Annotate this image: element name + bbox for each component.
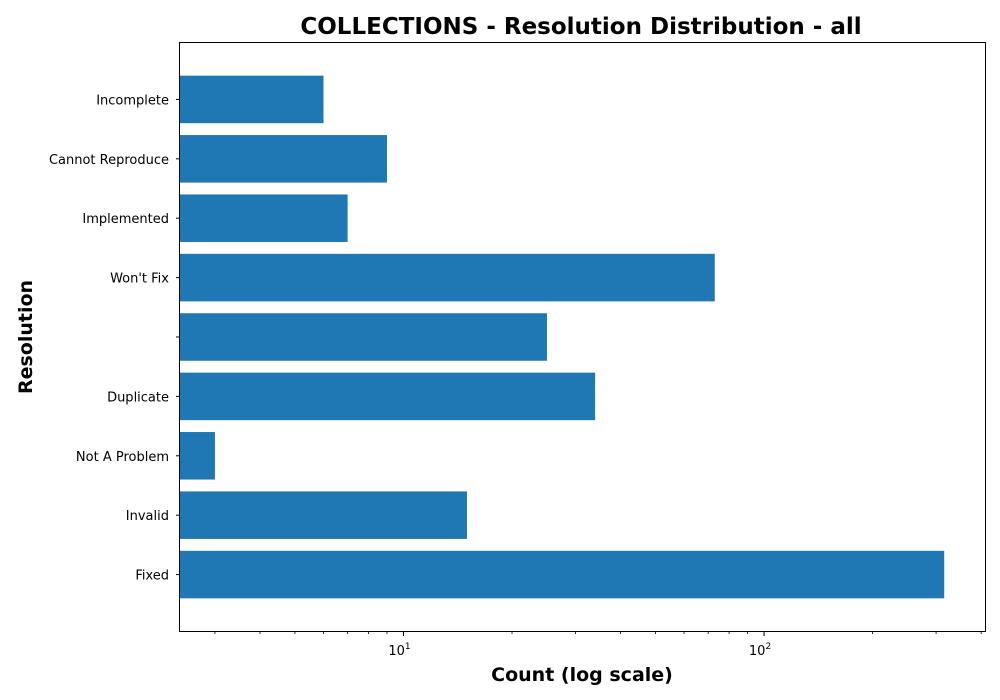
- bars-group: [180, 75, 945, 599]
- x-tick-label: 102: [749, 642, 771, 659]
- y-ticks-group: Fixed Invalid Not A Problem Duplicate Won't …: [49, 93, 180, 584]
- x-axis-label: Count (log scale): [491, 664, 673, 686]
- x-tick-label: 101: [388, 642, 410, 659]
- bar-duplicate: [180, 372, 596, 421]
- bar-invalid: [180, 491, 467, 539]
- y-tick-label: Invalid: [126, 509, 169, 524]
- bar-blank: [180, 313, 547, 361]
- y-tick-label: Cannot Reproduce: [49, 153, 169, 168]
- x-ticks-group: 101 102: [214, 631, 982, 659]
- y-tick-label: Won't Fix: [110, 272, 169, 287]
- plot-frame: [179, 42, 986, 632]
- y-axis-label: Resolution: [15, 280, 37, 394]
- chart-title: COLLECTIONS - Resolution Distribution - …: [300, 14, 861, 40]
- y-tick-label: Incomplete: [96, 93, 169, 108]
- y-tick-label: Duplicate: [107, 390, 169, 405]
- bar-cannot-reproduce: [180, 135, 387, 183]
- bar-implemented: [180, 194, 348, 242]
- bar-fixed: [180, 550, 945, 599]
- bar-won-t-fix: [180, 253, 715, 302]
- y-tick-label: Not A Problem: [76, 450, 169, 465]
- y-tick-label: Fixed: [135, 569, 169, 584]
- bar-incomplete: [180, 75, 324, 124]
- y-tick-label: Implemented: [82, 212, 169, 227]
- bar-not-a-problem: [180, 432, 215, 480]
